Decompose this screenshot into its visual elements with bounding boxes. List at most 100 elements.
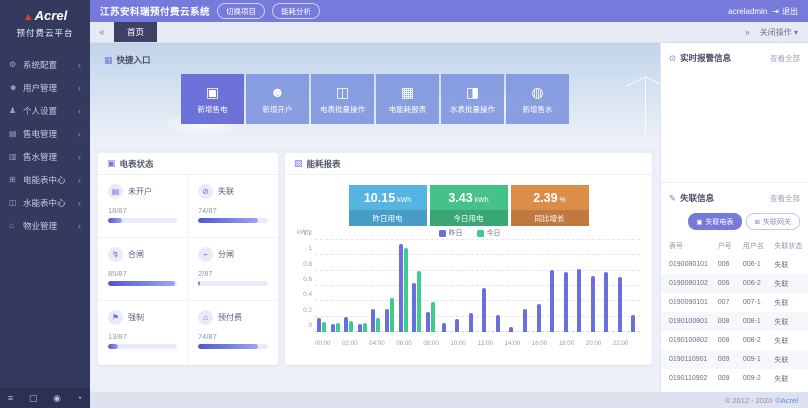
bar-昨日-13:00[interactable]: [495, 315, 500, 332]
electric-sale-icon: ▤: [9, 129, 17, 138]
chevron-left-icon: ‹: [78, 59, 81, 70]
status-tile-switch-on[interactable]: ↯ 合闸 85/87: [98, 238, 188, 301]
bar-今日-00:00[interactable]: [322, 322, 327, 332]
table-row[interactable]: 0190110901 009 009-1 失联: [661, 350, 808, 369]
tab-label: 失联电表: [705, 218, 734, 226]
status-tile-label: 分闸: [218, 250, 234, 259]
sidebar-item-electric-sale[interactable]: ▤ 售电管理 ‹: [0, 122, 90, 145]
bar-group-18:00: [559, 240, 573, 332]
status-tile-label: 失联: [218, 187, 234, 196]
bar-昨日-23:00[interactable]: [631, 315, 636, 332]
table-row[interactable]: 0190080101 006 006-1 失联: [661, 255, 808, 274]
bar-昨日-02:00[interactable]: [344, 317, 349, 332]
offline-view-all-link[interactable]: 查看全部: [770, 193, 800, 203]
bar-昨日-10:00[interactable]: [455, 318, 460, 332]
flag-off-icon: ⌁: [198, 247, 213, 262]
bar-昨日-19:00[interactable]: [577, 269, 582, 332]
stat-card-today-usage: 3.43 kWh 今日用电: [429, 185, 508, 226]
menu-icon[interactable]: ≡: [7, 393, 14, 403]
x-axis-tick: 00:00: [315, 340, 331, 347]
stat-label: 今日用电: [429, 210, 508, 226]
switch-project-button[interactable]: 切换项目: [217, 3, 266, 19]
status-tile-switch-off[interactable]: ⌁ 分闸 2/87: [188, 238, 278, 301]
bar-昨日-09:00[interactable]: [441, 322, 446, 332]
x-axis-tick: [547, 340, 559, 347]
table-row[interactable]: 0190090101 007 007-1 失联: [661, 293, 808, 312]
legend-label: 昨日: [448, 230, 463, 237]
bar-昨日-21:00[interactable]: [604, 272, 609, 332]
bar-昨日-15:00[interactable]: [522, 309, 527, 332]
quick-button-water-meter-batch[interactable]: ◨ 水表批量操作: [441, 74, 504, 124]
sidebar-item-property-management[interactable]: ⌂ 物业管理 ‹: [0, 214, 90, 237]
bar-昨日-06:00[interactable]: [398, 243, 403, 332]
quick-button-energy-report[interactable]: ▦ 电能耗报表: [376, 74, 439, 124]
table-row[interactable]: 0190110902 009 009-2 失联: [661, 369, 808, 388]
x-axis-tick: [412, 340, 424, 347]
status-tile-prepaid[interactable]: ⌂ 预付费 74/87: [188, 301, 278, 364]
table-cell: 0190110901: [669, 356, 708, 363]
bar-昨日-17:00[interactable]: [550, 269, 555, 332]
quick-button-add-electric-sale[interactable]: ▣ 新增售电: [181, 74, 244, 124]
bar-今日-02:00[interactable]: [349, 321, 354, 332]
acrel-footer-link[interactable]: ©Acrel: [775, 395, 798, 405]
bar-昨日-18:00[interactable]: [563, 272, 568, 332]
sidebar-item-water-meter-center[interactable]: ◫ 水能表中心 ‹: [0, 191, 90, 214]
status-tile-value: 74/87: [198, 206, 217, 215]
bar-昨日-22:00[interactable]: [617, 276, 622, 332]
sidebar-item-personal-settings[interactable]: ♟ 个人设置 ‹: [0, 99, 90, 122]
tab-home[interactable]: 首页: [114, 22, 158, 42]
expand-tabs-icon[interactable]: »: [745, 27, 750, 37]
tab-offline-electric-meters[interactable]: ▣ 失联电表: [688, 213, 742, 230]
bar-昨日-03:00[interactable]: [357, 323, 362, 332]
sidebar-item-water-sale[interactable]: ▥ 售水管理 ‹: [0, 145, 90, 168]
sidebar-item-electric-meter-center[interactable]: ⊞ 电能表中心 ‹: [0, 168, 90, 191]
tab-offline-gateways[interactable]: ⊠ 失联网关: [745, 213, 800, 230]
alarm-view-all-link[interactable]: 查看全部: [770, 53, 800, 63]
sidebar-item-system-config[interactable]: ⚙ 系统配置 ‹: [0, 53, 90, 76]
sidebar-item-user-management[interactable]: ☻ 用户管理 ‹: [0, 76, 90, 99]
sidebar-item-label: 售水管理: [23, 151, 58, 162]
bar-group-14:00: [505, 240, 519, 332]
quick-button-electric-meter-batch[interactable]: ◫ 电表批量操作: [311, 74, 374, 124]
bar-今日-06:00[interactable]: [403, 247, 408, 332]
force-icon: ⚑: [108, 310, 123, 325]
quick-button-add-account[interactable]: ☻ 新增开户: [246, 74, 309, 124]
bar-昨日-12:00[interactable]: [482, 287, 487, 332]
table-row[interactable]: 0190100802 008 008-2 失联: [661, 331, 808, 350]
bar-昨日-04:00[interactable]: [371, 309, 376, 332]
table-header: 表号: [669, 243, 683, 250]
status-tile-label: 未开户: [128, 187, 152, 196]
bar-今日-04:00[interactable]: [376, 318, 381, 332]
status-tile-offline[interactable]: ⊘ 失联 74/87: [188, 175, 278, 238]
bar-昨日-20:00[interactable]: [590, 276, 595, 332]
globe-icon[interactable]: ◔: [76, 393, 83, 403]
bar-昨日-07:00[interactable]: [412, 282, 417, 332]
bar-昨日-00:00[interactable]: [317, 318, 322, 332]
bar-今日-03:00[interactable]: [362, 322, 367, 332]
bar-昨日-11:00[interactable]: [468, 312, 473, 332]
bar-今日-08:00[interactable]: [430, 302, 435, 332]
collapse-tabs-icon[interactable]: «: [99, 26, 105, 38]
chevron-left-icon: ‹: [78, 174, 81, 185]
energy-analysis-button[interactable]: 能耗分析: [272, 3, 321, 19]
bar-昨日-01:00[interactable]: [330, 323, 335, 332]
status-tile-forced[interactable]: ⚑ 强制 13/87: [98, 301, 188, 364]
bar-昨日-05:00[interactable]: [385, 309, 389, 332]
lock-icon[interactable]: ◉: [53, 392, 61, 403]
bar-昨日-14:00[interactable]: [509, 326, 514, 332]
monitor-icon[interactable]: ▢: [28, 392, 38, 403]
sidebar-bottom-bar: ≡ ▢ ◉ ◔: [0, 388, 90, 408]
close-operations-dropdown[interactable]: 关闭操作 ▾: [759, 27, 798, 37]
bar-昨日-16:00[interactable]: [536, 304, 541, 332]
status-tile-not-opened[interactable]: ▤ 未开户 18/87: [98, 175, 188, 238]
table-row[interactable]: 0190100801 008 008-1 失联: [661, 312, 808, 331]
bar-今日-01:00[interactable]: [335, 322, 340, 332]
bar-昨日-08:00[interactable]: [425, 312, 430, 332]
bar-今日-07:00[interactable]: [417, 270, 422, 332]
bar-今日-05:00[interactable]: [390, 297, 394, 332]
quick-button-add-water-sale[interactable]: ◍ 新增售水: [506, 74, 569, 124]
y-axis-tick: 0.8: [303, 260, 312, 268]
logout-button[interactable]: ⇥ 退出: [772, 6, 798, 16]
x-axis-tick: [628, 340, 640, 347]
table-row[interactable]: 0190080102 006 006-2 失联: [661, 274, 808, 293]
